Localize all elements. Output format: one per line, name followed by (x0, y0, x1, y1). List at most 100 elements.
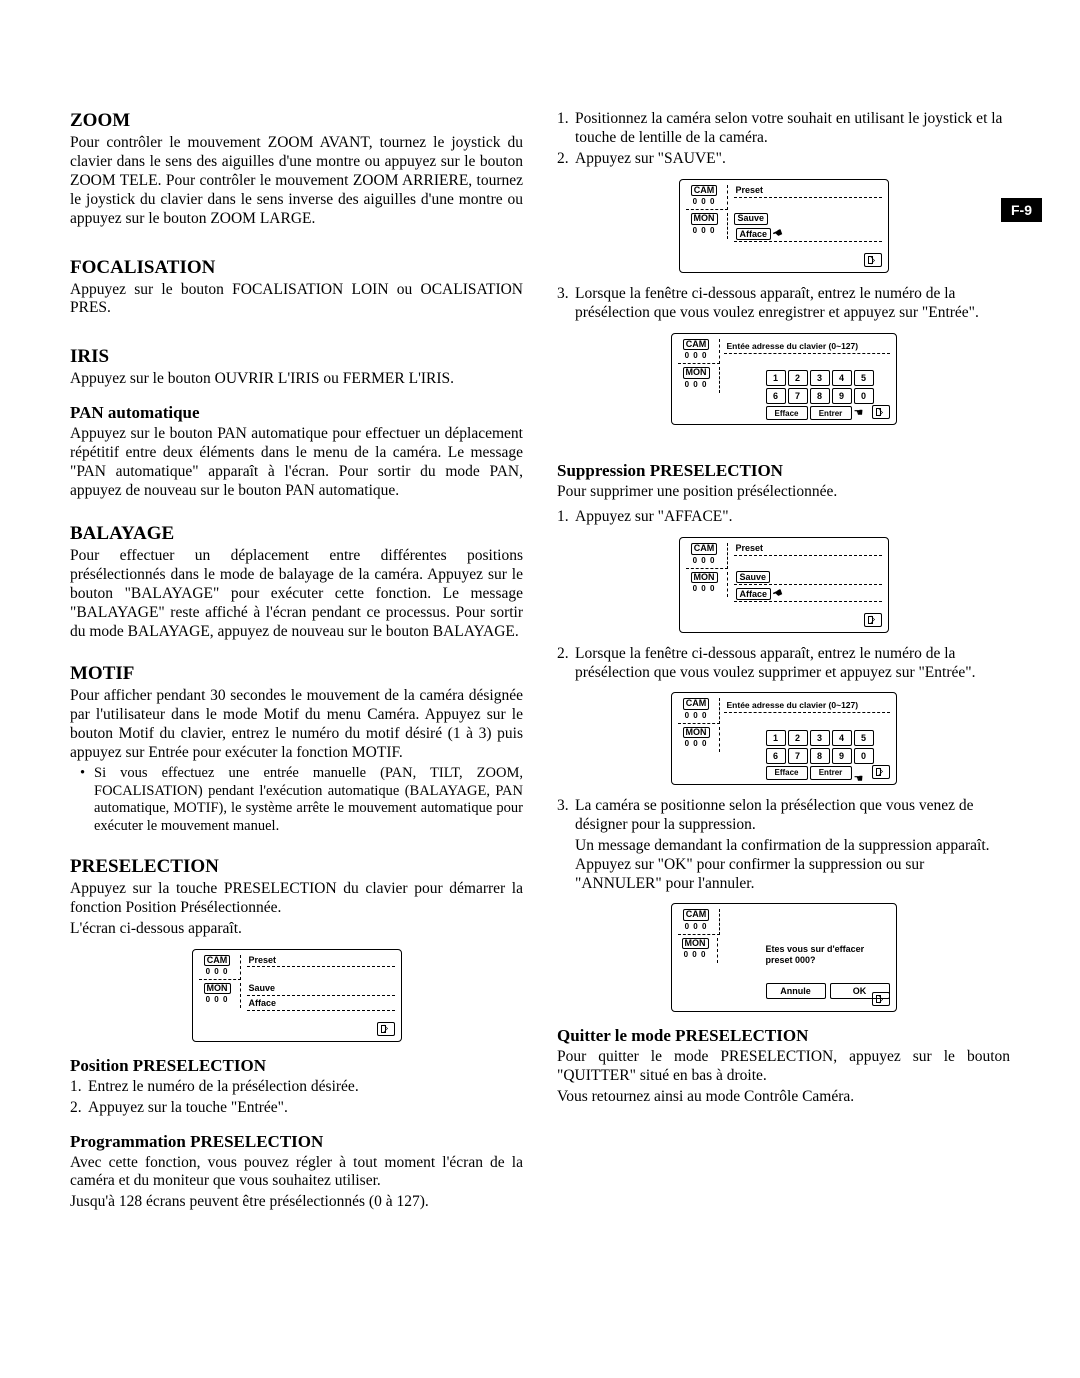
suppression-step-3b: Un message demandant la confirmation de … (557, 837, 1010, 894)
quitter-body1: Pour quitter le mode PRESELECTION, appuy… (557, 1048, 1010, 1086)
key-8: 8 (810, 388, 830, 404)
suppression-body: Pour supprimer une position présélection… (557, 483, 1010, 502)
prog-body1: Avec cette fonction, vous pouvez régler … (70, 1154, 523, 1192)
lcd-afface-button: Afface (736, 588, 772, 600)
lcd-cam-label: CAM (691, 185, 718, 196)
lcd-cam-label: CAM (683, 909, 710, 920)
key-9: 9 (832, 748, 852, 764)
lcd-mon-label: MON (204, 983, 231, 994)
prog-step-3: Lorsque la fenêtre ci-dessous apparaît, … (557, 285, 1010, 323)
position-steps: Entrez le numéro de la présélection dési… (70, 1078, 523, 1118)
lcd-cam-label: CAM (204, 955, 231, 966)
lcd-cam-digits: 0 0 0 (678, 922, 715, 931)
lcd-afface-label: Afface (247, 998, 395, 1011)
prog-heading: Programmation PRESELECTION (70, 1132, 523, 1152)
lcd-preset-label: Preset (247, 955, 395, 968)
lcd-figure-afface: CAM 0 0 0 Preset MON 0 0 0 Sauve Afface☚ (679, 537, 889, 632)
key-efface: Efface (766, 766, 808, 780)
right-column: Positionnez la caméra selon votre souhai… (557, 110, 1010, 1214)
prog-step-1: Positionnez la caméra selon votre souhai… (557, 110, 1010, 148)
motif-heading: MOTIF (70, 663, 523, 685)
key-efface: Efface (766, 406, 808, 420)
lcd-mon-label: MON (691, 213, 718, 224)
zoom-heading: ZOOM (70, 110, 523, 132)
preselection-heading: PRESELECTION (70, 856, 523, 878)
annule-button: Annule (766, 983, 826, 999)
exit-icon (872, 405, 890, 419)
prog-steps: Positionnez la caméra selon votre souhai… (557, 110, 1010, 169)
key-9: 9 (832, 388, 852, 404)
lcd-keypad: 1 2 3 4 5 6 7 8 9 0 (766, 730, 890, 764)
lcd-figure-keypad-2: CAM 0 0 0 Entée adresse du clavier (0~12… (671, 692, 897, 784)
key-4: 4 (832, 370, 852, 386)
key-7: 7 (788, 748, 808, 764)
position-step-1: Entrez le numéro de la présélection dési… (70, 1078, 523, 1097)
key-6: 6 (766, 748, 786, 764)
balayage-body: Pour effectuer un déplacement entre diff… (70, 547, 523, 642)
lcd-keypad-title: Entée adresse du clavier (0~127) (724, 339, 890, 354)
lcd-cam-digits: 0 0 0 (686, 197, 723, 206)
lcd-sauve-button: Sauve (736, 571, 771, 583)
lcd-mon-digits: 0 0 0 (199, 995, 236, 1004)
focal-body: Appuyez sur le bouton FOCALISATION LOIN … (70, 281, 523, 319)
iris-body: Appuyez sur le bouton OUVRIR L'IRIS ou F… (70, 370, 523, 389)
lcd-mon-digits: 0 0 0 (686, 584, 723, 593)
suppression-step-3: La caméra se positionne selon la préséle… (557, 797, 1010, 835)
lcd-mon-digits: 0 0 0 (686, 226, 723, 235)
lcd-afface-button: Afface (736, 228, 772, 240)
pan-heading: PAN automatique (70, 403, 523, 423)
suppression-step-2: Lorsque la fenêtre ci-dessous apparaît, … (557, 645, 1010, 683)
lcd-sauve-label: Sauve (247, 983, 395, 996)
key-3: 3 (810, 370, 830, 386)
lcd-figure-keypad: CAM 0 0 0 Entée adresse du clavier (0~12… (671, 333, 897, 425)
suppression-steps-3: La caméra se positionne selon la préséle… (557, 797, 1010, 835)
lcd-cam-label: CAM (683, 698, 710, 709)
lcd-mon-digits: 0 0 0 (678, 380, 715, 389)
lcd-cam-label: CAM (683, 339, 710, 350)
lcd-mon-digits: 0 0 0 (678, 950, 713, 959)
key-1: 1 (766, 370, 786, 386)
exit-icon (872, 765, 890, 779)
confirm-line2: preset 000? (766, 955, 890, 966)
key-5: 5 (854, 370, 874, 386)
prog-body2: Jusqu'à 128 écrans peuvent être présélec… (70, 1193, 523, 1212)
lcd-mon-label: MON (682, 938, 709, 949)
motif-bullet-1: Si vous effectuez une entrée manuelle (P… (84, 765, 523, 836)
balayage-heading: BALAYAGE (70, 523, 523, 545)
lcd-mon-label: MON (691, 572, 718, 583)
hand-icon: ☚ (771, 227, 785, 242)
lcd-preset-label: Preset (734, 185, 882, 198)
focal-heading: FOCALISATION (70, 257, 523, 279)
key-3: 3 (810, 730, 830, 746)
two-column-layout: ZOOM Pour contrôler le mouvement ZOOM AV… (70, 110, 1010, 1214)
lcd-cam-digits: 0 0 0 (678, 351, 715, 360)
page-number: F-9 (1001, 198, 1042, 222)
lcd-cam-digits: 0 0 0 (686, 556, 723, 565)
zoom-body: Pour contrôler le mouvement ZOOM AVANT, … (70, 134, 523, 229)
key-5: 5 (854, 730, 874, 746)
quitter-body2: Vous retournez ainsi au mode Contrôle Ca… (557, 1088, 1010, 1107)
key-2: 2 (788, 730, 808, 746)
lcd-keypad: 1 2 3 4 5 6 7 8 9 0 (766, 370, 890, 404)
suppression-steps-2: Lorsque la fenêtre ci-dessous apparaît, … (557, 645, 1010, 683)
key-0: 0 (854, 748, 874, 764)
preselection-body1: Appuyez sur la touche PRESELECTION du cl… (70, 880, 523, 918)
lcd-sauve-button: Sauve (734, 213, 769, 225)
iris-heading: IRIS (70, 346, 523, 368)
lcd-keypad-title: Entée adresse du clavier (0~127) (724, 698, 890, 713)
position-step-2: Appuyez sur la touche "Entrée". (70, 1099, 523, 1118)
key-6: 6 (766, 388, 786, 404)
prog-step-2: Appuyez sur "SAUVE". (557, 150, 1010, 169)
suppression-heading: Suppression PRESELECTION (557, 461, 1010, 481)
exit-icon (864, 253, 882, 267)
key-1: 1 (766, 730, 786, 746)
confirm-line1: Etes vous sur d'effacer (766, 944, 890, 955)
key-7: 7 (788, 388, 808, 404)
suppression-step-1: Appuyez sur "AFFACE". (557, 508, 1010, 527)
motif-body: Pour afficher pendant 30 secondes le mou… (70, 687, 523, 763)
lcd-mon-digits: 0 0 0 (678, 739, 715, 748)
key-2: 2 (788, 370, 808, 386)
pan-body: Appuyez sur le bouton PAN automatique po… (70, 425, 523, 501)
key-entrer: Entrer (810, 406, 852, 420)
key-0: 0 (854, 388, 874, 404)
